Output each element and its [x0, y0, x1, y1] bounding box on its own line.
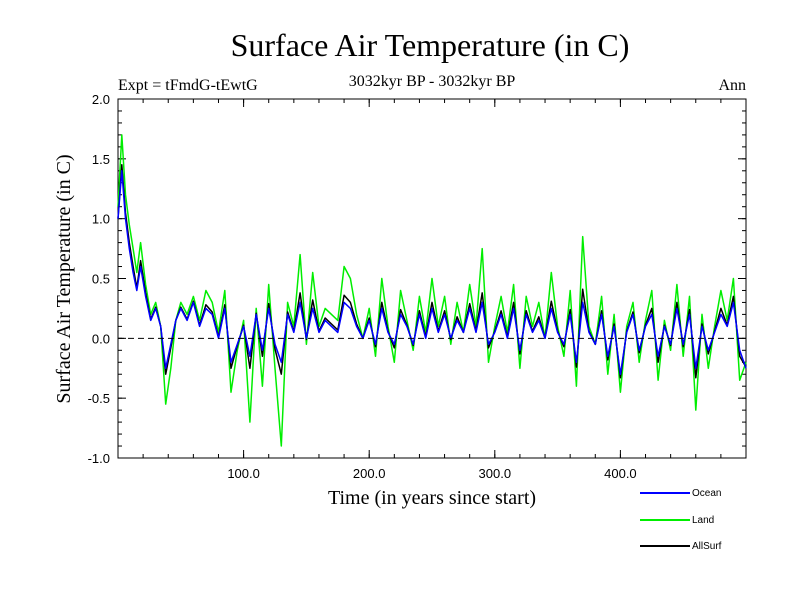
y-tick-label: -1.0: [88, 451, 110, 466]
legend-item-allsurf: AllSurf: [640, 541, 722, 552]
series-line-land: [117, 134, 747, 447]
y-axis-label: Surface Air Temperature (in C): [53, 154, 75, 403]
x-tick-label: 300.0: [479, 466, 512, 481]
legend: Ocean Land AllSurf: [640, 488, 722, 552]
chart-subtitle-right: Ann: [718, 77, 746, 94]
x-axis-label: Time (in years since start): [328, 487, 536, 509]
legend-item-land: Land: [640, 515, 714, 526]
axis-ticks: -1.0 -0.5 0.0 0.5 1.0 1.5 2.0 100.0 200.0 300.0 40…: [88, 92, 746, 481]
y-tick-label: 0.0: [92, 331, 110, 346]
y-tick-label: 0.5: [92, 272, 110, 287]
x-tick-label: 100.0: [227, 466, 260, 481]
chart-subtitle-left: Expt = tFmdG-tEwtG: [118, 77, 258, 94]
y-tick-label: 1.5: [92, 152, 110, 167]
x-tick-label: 400.0: [604, 466, 637, 481]
plot-area: -1.0 -0.5 0.0 0.5 1.0 1.5 2.0 100.0 200.0 300.0 40…: [88, 92, 747, 481]
legend-label-land: Land: [692, 515, 714, 526]
legend-item-ocean: Ocean: [640, 488, 721, 499]
series-line-allsurf: [117, 164, 747, 379]
y-tick-label: -0.5: [88, 391, 110, 406]
legend-label-ocean: Ocean: [692, 488, 721, 499]
chart-subtitle-center: 3032kyr BP - 3032kyr BP: [349, 73, 516, 90]
chart-title: Surface Air Temperature (in C): [231, 27, 630, 63]
legend-label-allsurf: AllSurf: [692, 541, 722, 552]
y-tick-label: 2.0: [92, 92, 110, 107]
series-line-ocean: [117, 170, 747, 375]
y-tick-label: 1.0: [92, 212, 110, 227]
series-group: [117, 134, 747, 447]
x-tick-label: 200.0: [353, 466, 386, 481]
